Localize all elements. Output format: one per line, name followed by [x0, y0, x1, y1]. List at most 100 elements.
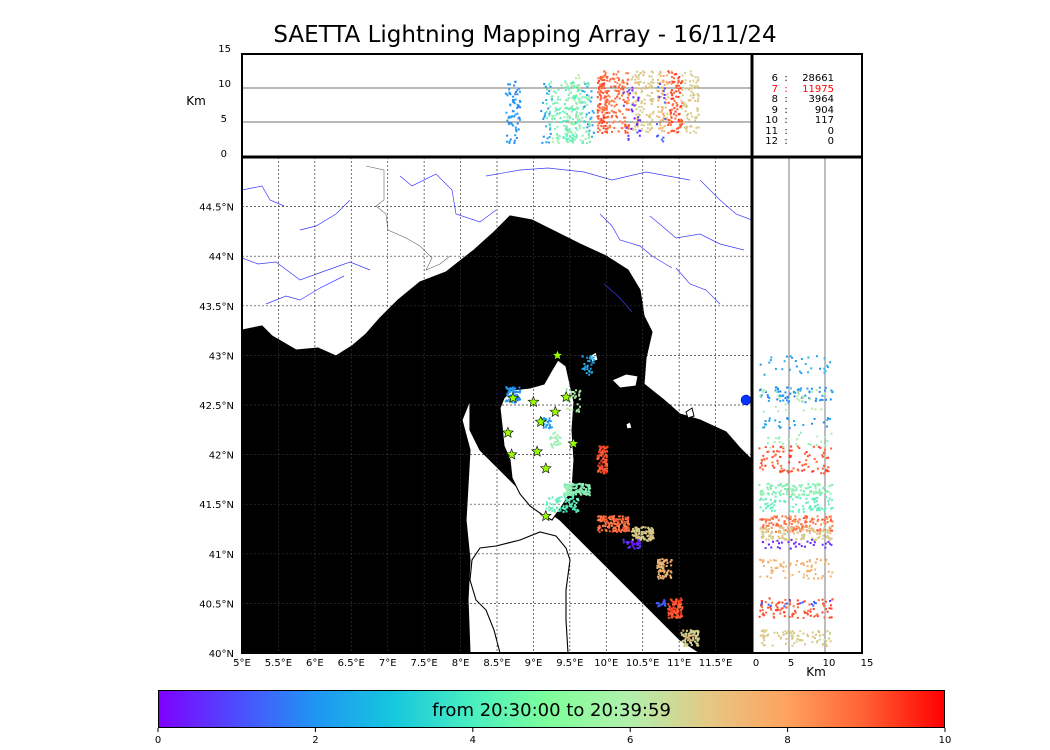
- altitude-point: [519, 106, 522, 109]
- altitude-point: [771, 502, 774, 505]
- source-point: [575, 501, 578, 504]
- altitude-point: [639, 109, 642, 112]
- altitude-point: [679, 87, 682, 90]
- source-point: [588, 369, 591, 372]
- source-point: [661, 575, 664, 578]
- altitude-point: [596, 131, 599, 134]
- source-point: [512, 386, 515, 389]
- source-point: [607, 516, 610, 519]
- source-point: [679, 615, 682, 618]
- altitude-point: [682, 101, 685, 104]
- source-point: [574, 490, 577, 493]
- altitude-point: [811, 517, 814, 520]
- altitude-point: [790, 538, 793, 541]
- source-point: [509, 390, 512, 393]
- altitude-point: [635, 92, 638, 95]
- altitude-point: [777, 608, 780, 611]
- source-point: [680, 597, 683, 600]
- altitude-point: [786, 386, 789, 389]
- source-point: [648, 530, 651, 533]
- altitude-point: [505, 111, 508, 114]
- source-point: [550, 436, 553, 439]
- altitude-point: [638, 114, 641, 117]
- altitude-point: [575, 134, 578, 137]
- altitude-point: [636, 124, 639, 127]
- altitude-point: [808, 454, 811, 457]
- right-tick-label: 15: [861, 658, 874, 669]
- source-point: [605, 471, 608, 474]
- altitude-point: [599, 120, 602, 123]
- altitude-point: [553, 121, 556, 124]
- altitude-point: [671, 71, 674, 74]
- altitude-point: [671, 104, 674, 107]
- altitude-point: [787, 531, 790, 534]
- source-point: [650, 530, 653, 533]
- altitude-point: [813, 458, 816, 461]
- altitude-point: [780, 445, 783, 448]
- altitude-point: [681, 80, 684, 83]
- altitude-point: [588, 136, 591, 139]
- altitude-point: [775, 539, 778, 542]
- altitude-point: [826, 440, 829, 443]
- source-point: [697, 633, 700, 636]
- altitude-point: [771, 516, 774, 519]
- altitude-point: [631, 75, 634, 78]
- source-point: [584, 489, 587, 492]
- source-point: [674, 616, 677, 619]
- altitude-point: [799, 530, 802, 533]
- altitude-point: [613, 77, 616, 80]
- altitude-point: [695, 81, 698, 84]
- altitude-point: [775, 609, 778, 612]
- altitude-point: [816, 435, 819, 438]
- altitude-point: [512, 100, 515, 103]
- lat-tick-label: 41°N: [209, 550, 234, 561]
- altitude-point: [583, 81, 586, 84]
- altitude-point: [514, 93, 517, 96]
- source-point: [620, 530, 623, 533]
- source-point: [615, 519, 618, 522]
- altitude-point: [607, 90, 610, 93]
- source-point: [675, 602, 678, 605]
- altitude-point: [778, 499, 781, 502]
- source-point: [565, 498, 568, 501]
- altitude-point: [783, 537, 786, 540]
- source-point: [557, 510, 560, 513]
- altitude-point: [825, 643, 828, 646]
- altitude-point: [782, 569, 785, 572]
- altitude-point: [816, 558, 819, 561]
- altitude-point: [823, 371, 826, 374]
- altitude-point: [592, 111, 595, 114]
- altitude-point: [518, 99, 521, 102]
- altitude-point: [643, 102, 646, 105]
- altitude-point: [792, 484, 795, 487]
- altitude-point: [625, 72, 628, 75]
- source-point: [569, 492, 572, 495]
- altitude-point: [633, 117, 636, 120]
- altitude-point: [789, 449, 792, 452]
- altitude-point: [666, 93, 669, 96]
- source-point: [541, 417, 544, 420]
- source-point: [691, 630, 694, 633]
- altitude-point: [601, 92, 604, 95]
- source-point: [589, 487, 592, 490]
- altitude-point: [602, 127, 605, 130]
- source-point: [508, 398, 511, 401]
- altitude-point: [810, 367, 813, 370]
- altitude-point: [583, 120, 586, 123]
- altitude-point: [810, 603, 813, 606]
- altitude-point: [572, 87, 575, 90]
- altitude-point: [509, 93, 512, 96]
- altitude-point: [580, 112, 583, 115]
- source-point: [551, 507, 554, 510]
- altitude-point: [803, 611, 806, 614]
- lat-tick-label: 41.5°N: [199, 500, 234, 511]
- altitude-point: [759, 492, 762, 495]
- altitude-point: [568, 87, 571, 90]
- altitude-point: [624, 125, 627, 128]
- source-point: [571, 408, 574, 411]
- altitude-point: [831, 520, 834, 523]
- source-point: [658, 561, 661, 564]
- altitude-point: [679, 120, 682, 123]
- altitude-point: [825, 470, 828, 473]
- altitude-point: [586, 103, 589, 106]
